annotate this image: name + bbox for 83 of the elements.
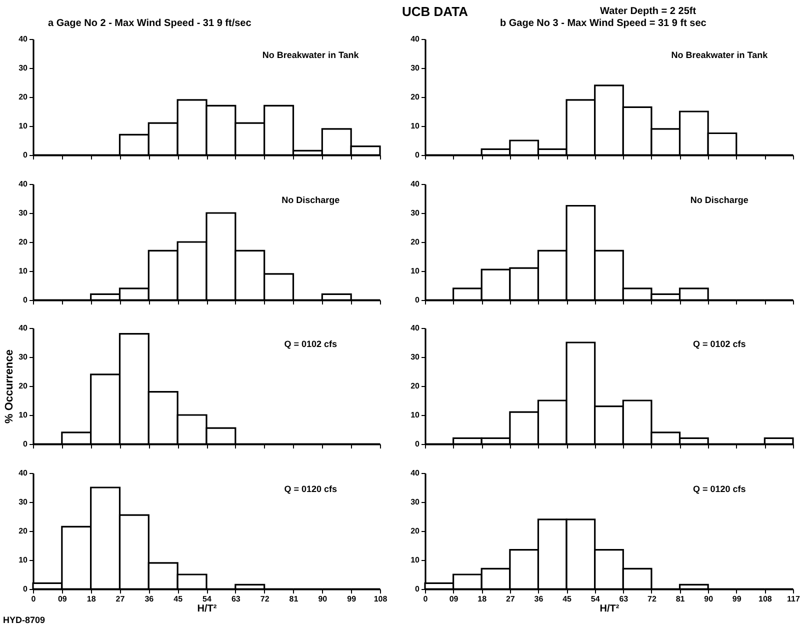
x-tick-label: 108	[374, 594, 388, 604]
y-tick-label: 20	[410, 526, 420, 536]
y-tick-label: 10	[410, 410, 420, 420]
x-tick-label: 72	[260, 594, 270, 604]
y-tick-label: 30	[410, 208, 420, 218]
y-tick-label: 20	[18, 382, 28, 390]
annotation: No Discharge	[282, 195, 340, 205]
y-tick-label: 40	[410, 468, 420, 478]
y-tick-label: 0	[415, 150, 420, 160]
x-tick-label: 54	[202, 594, 212, 604]
y-tick-label: 20	[18, 238, 28, 246]
x-tick-label: 63	[231, 594, 241, 604]
y-tick-label: 30	[18, 208, 28, 218]
x-tick-label: 18	[86, 594, 96, 604]
y-tick-label: 0	[23, 440, 28, 448]
x-tick-label: 90	[318, 594, 328, 604]
x-tick-label: 0	[423, 594, 428, 604]
annotation: Q = 0120 cfs	[693, 484, 746, 494]
text: Water Depth = 2 25ft	[600, 6, 696, 17]
x-tick-label: 18	[478, 594, 488, 604]
y-tick-label: 40	[18, 34, 28, 44]
x-tick-label: 90	[704, 594, 714, 604]
y-tick-label: 0	[415, 296, 420, 304]
annotation: Q = 0120 cfs	[284, 484, 337, 494]
x-tick-label: 45	[562, 594, 572, 604]
y-tick-label: 10	[410, 556, 420, 564]
chart-subtitle: b Gage No 3 - Max Wind Speed = 31 9 ft sec	[500, 18, 706, 29]
x-tick-label: 81	[676, 594, 686, 604]
y-tick-label: 40	[410, 34, 420, 44]
y-tick-label: 30	[410, 352, 420, 362]
x-tick-label: 72	[648, 594, 657, 604]
x-tick-label: 117	[787, 594, 801, 604]
y-tick-label: 10	[18, 122, 28, 130]
y-tick-label: 0	[23, 584, 28, 594]
x-tick-label: 27	[116, 594, 126, 604]
y-tick-label: 30	[18, 352, 28, 362]
y-tick-label: 10	[410, 266, 420, 276]
y-tick-label: 30	[410, 498, 420, 506]
y-tick-label: 40	[18, 468, 28, 478]
y-tick-label: 30	[18, 64, 28, 72]
y-tick-label: 20	[410, 382, 420, 390]
y-tick-label: 0	[23, 150, 28, 160]
y-tick-label: 30	[18, 498, 28, 506]
y-tick-label: 0	[23, 296, 28, 304]
y-axis-title: % Occurrence	[4, 350, 16, 424]
text: HYD-8709	[3, 615, 46, 625]
x-tick-label: 45	[174, 594, 184, 604]
x-tick-label: 09	[449, 594, 459, 604]
y-tick-label: 20	[410, 92, 420, 102]
x-tick-label: 0	[31, 594, 36, 604]
x-axis-title: H/T²	[600, 604, 620, 614]
annotation: Q = 0102 cfs	[284, 339, 337, 349]
annotation: No Discharge	[690, 195, 748, 205]
y-tick-label: 40	[410, 324, 420, 332]
x-tick-label: 81	[289, 594, 299, 604]
y-tick-label: 10	[18, 556, 28, 564]
y-tick-label: 40	[18, 180, 28, 188]
x-tick-label: 63	[619, 594, 629, 604]
y-tick-label: 40	[410, 180, 420, 188]
y-tick-label: 20	[18, 526, 28, 536]
x-tick-label: 36	[144, 594, 154, 604]
annotation: No Breakwater in Tank	[262, 50, 360, 60]
x-tick-label: 99	[732, 594, 742, 604]
x-axis-title: H/T²	[197, 604, 218, 614]
x-tick-label: 09	[58, 594, 68, 604]
x-tick-label: 108	[758, 594, 772, 604]
chart-title: UCB DATA	[402, 4, 468, 19]
annotation: No Breakwater in Tank	[671, 50, 769, 60]
y-tick-label: 40	[18, 324, 28, 332]
x-tick-label: 27	[506, 594, 516, 604]
y-tick-label: 10	[18, 410, 28, 420]
y-tick-label: 0	[415, 440, 420, 448]
x-tick-label: 54	[590, 594, 600, 604]
y-tick-label: 30	[410, 64, 420, 72]
y-tick-label: 10	[18, 266, 28, 276]
annotation: Q = 0102 cfs	[693, 339, 746, 349]
y-tick-label: 10	[410, 122, 420, 130]
x-tick-label: 99	[347, 594, 357, 604]
y-tick-label: 0	[415, 584, 420, 594]
y-tick-label: 20	[410, 238, 420, 246]
y-tick-label: 20	[18, 92, 28, 102]
chart-title: a Gage No 2 - Max Wind Speed - 31 9 ft/sec	[48, 18, 252, 29]
x-tick-label: 36	[534, 594, 544, 604]
